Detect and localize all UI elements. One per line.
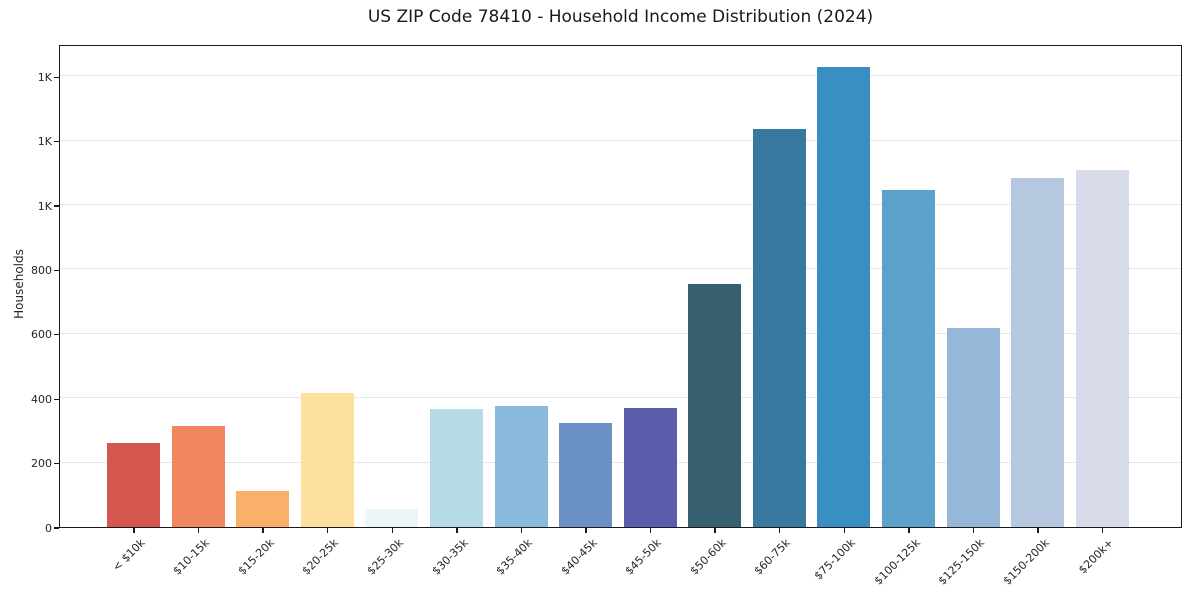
y-tick-mark xyxy=(54,269,59,272)
y-tick-mark xyxy=(54,462,59,465)
x-tick-mark xyxy=(327,528,329,533)
y-tick-label: 1K xyxy=(37,199,52,213)
x-tick-label: $125-150k xyxy=(935,536,987,588)
gridline-y-1000 xyxy=(60,204,1181,205)
x-tick-mark xyxy=(972,528,975,533)
x-tick-mark xyxy=(779,528,781,533)
bar-$10-15k xyxy=(171,425,225,527)
x-tick-label: $25-30k xyxy=(364,536,406,578)
y-tick-mark xyxy=(54,205,59,207)
x-tick-mark xyxy=(133,528,135,533)
y-tick-mark xyxy=(54,76,59,78)
bar-$60-75k xyxy=(752,129,806,527)
x-tick-mark xyxy=(520,528,523,533)
y-tick-label: 1K xyxy=(37,70,52,84)
y-tick-label: 800 xyxy=(31,263,52,277)
x-tick-label: $45-50k xyxy=(622,536,665,578)
bar-$50-60k xyxy=(688,283,742,527)
x-tick-label: $40-45k xyxy=(558,536,600,578)
x-tick-label: $200k+ xyxy=(1076,536,1117,577)
x-tick-mark xyxy=(908,528,910,533)
bar-$200k+ xyxy=(1075,169,1129,527)
x-tick-label: $15-20k xyxy=(235,536,277,578)
y-tick-label: 0 xyxy=(45,521,52,535)
gridline-y-800 xyxy=(60,268,1181,270)
y-axis-label: Households xyxy=(12,249,26,319)
gridline-y-1200 xyxy=(60,139,1181,141)
x-tick-mark xyxy=(1101,528,1104,533)
x-tick-label: $60-75k xyxy=(751,536,794,578)
bar-$75-100k xyxy=(817,66,871,527)
y-tick-label: 1K xyxy=(37,135,52,149)
bar-$100-125k xyxy=(881,189,935,527)
bar-$25-30k xyxy=(365,509,419,527)
y-tick-mark xyxy=(54,398,59,400)
x-tick-label: $75-100k xyxy=(811,536,858,583)
bar-$150-200k xyxy=(1011,177,1065,527)
y-tick-mark xyxy=(54,527,59,529)
x-tick-label: $35-40k xyxy=(493,536,535,578)
bar-$35-40k xyxy=(494,406,548,527)
bar-$20-25k xyxy=(300,393,354,527)
x-tick-label: $100-125k xyxy=(871,536,923,588)
bar-$40-45k xyxy=(559,422,613,527)
gridline-y-400 xyxy=(60,397,1181,399)
x-tick-mark xyxy=(262,528,264,533)
gridline-y-200 xyxy=(60,461,1181,463)
chart-title: US ZIP Code 78410 - Household Income Dis… xyxy=(367,7,874,27)
x-tick-label: $30-35k xyxy=(429,536,471,578)
x-tick-mark xyxy=(391,528,393,533)
x-tick-mark xyxy=(197,528,200,533)
x-tick-mark xyxy=(649,528,652,533)
x-tick-mark xyxy=(843,528,845,533)
bar-$30-35k xyxy=(429,409,483,527)
bar-$125-150k xyxy=(946,328,1000,527)
y-tick-label: 600 xyxy=(31,328,52,342)
x-tick-mark xyxy=(1037,528,1039,533)
y-tick-mark xyxy=(54,140,59,143)
x-tick-mark xyxy=(585,528,587,533)
y-tick-label: 200 xyxy=(31,457,52,471)
gridline-y-1400 xyxy=(60,75,1181,77)
bar-$45-50k xyxy=(623,407,677,527)
y-tick-mark xyxy=(54,334,59,336)
plot-area xyxy=(59,45,1182,528)
x-tick-label: $10-15k xyxy=(170,536,213,578)
x-tick-label: $20-25k xyxy=(299,536,342,578)
x-tick-label: $150-200k xyxy=(1000,536,1052,588)
x-tick-label: $50-60k xyxy=(687,536,729,578)
x-tick-label: < $10k xyxy=(109,536,148,574)
x-tick-mark xyxy=(456,528,458,533)
bar-< $10k xyxy=(107,443,161,527)
y-tick-label: 400 xyxy=(31,392,52,406)
x-tick-mark xyxy=(714,528,716,533)
bar-$15-20k xyxy=(236,490,290,527)
gridline-y-600 xyxy=(60,332,1181,334)
